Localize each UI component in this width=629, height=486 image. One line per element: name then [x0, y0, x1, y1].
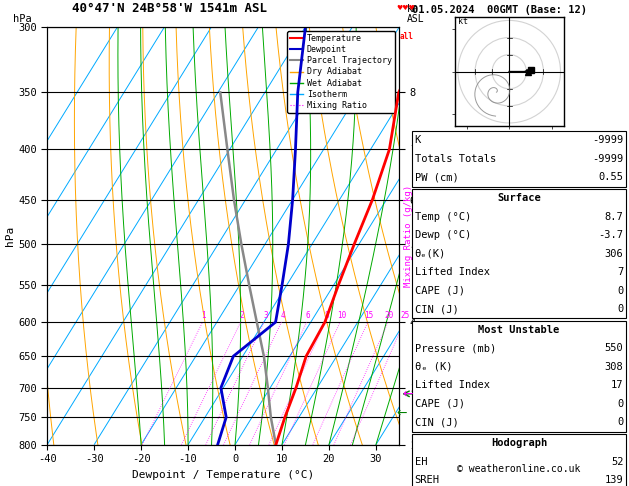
Text: Hodograph: Hodograph	[491, 438, 547, 448]
Text: km
ASL: km ASL	[407, 4, 425, 24]
Y-axis label: hPa: hPa	[5, 226, 15, 246]
Text: 306: 306	[604, 249, 623, 259]
Text: 0: 0	[617, 417, 623, 427]
Text: ←: ←	[403, 387, 413, 400]
Text: 8.7: 8.7	[604, 212, 623, 222]
Text: hPa: hPa	[13, 14, 31, 24]
Text: 6: 6	[306, 311, 310, 320]
Text: 8: 8	[325, 311, 329, 320]
Text: SREH: SREH	[415, 475, 440, 485]
Text: 0: 0	[617, 286, 623, 295]
Text: 4: 4	[281, 311, 285, 320]
Text: -3.7: -3.7	[598, 230, 623, 240]
Text: kt: kt	[458, 17, 468, 26]
Text: 0: 0	[617, 304, 623, 314]
Text: 0: 0	[617, 399, 623, 409]
Text: 10: 10	[337, 311, 346, 320]
Text: θₑ (K): θₑ (K)	[415, 362, 452, 372]
Text: Lifted Index: Lifted Index	[415, 381, 489, 390]
Text: LCL: LCL	[417, 389, 433, 399]
Text: © weatheronline.co.uk: © weatheronline.co.uk	[457, 464, 581, 474]
Legend: Temperature, Dewpoint, Parcel Trajectory, Dry Adiabat, Wet Adiabat, Isotherm, Mi: Temperature, Dewpoint, Parcel Trajectory…	[287, 31, 395, 113]
Text: 308: 308	[604, 362, 623, 372]
Text: Temp (°C): Temp (°C)	[415, 212, 470, 222]
Text: Lifted Index: Lifted Index	[415, 267, 489, 277]
Text: ←: ←	[396, 407, 407, 420]
Text: 0.55: 0.55	[598, 173, 623, 182]
Text: CIN (J): CIN (J)	[415, 304, 459, 314]
Text: -9999: -9999	[592, 154, 623, 164]
Text: 15: 15	[365, 311, 374, 320]
Text: 01.05.2024  00GMT (Base: 12): 01.05.2024 00GMT (Base: 12)	[412, 5, 587, 15]
Text: 3: 3	[263, 311, 268, 320]
Text: Mixing Ratio (g/kg): Mixing Ratio (g/kg)	[404, 185, 413, 287]
Text: CAPE (J): CAPE (J)	[415, 286, 464, 295]
Text: 139: 139	[604, 475, 623, 485]
Text: 25: 25	[401, 311, 410, 320]
Text: 20: 20	[385, 311, 394, 320]
Text: K: K	[415, 136, 421, 145]
Text: ♥♥♥: ♥♥♥	[396, 5, 415, 11]
Text: CIN (J): CIN (J)	[415, 417, 459, 427]
Text: -9999: -9999	[592, 136, 623, 145]
Text: 2: 2	[240, 311, 244, 320]
Text: Pressure (mb): Pressure (mb)	[415, 344, 496, 353]
Text: PW (cm): PW (cm)	[415, 173, 459, 182]
Text: 40°47'N 24B°58'W 1541m ASL: 40°47'N 24B°58'W 1541m ASL	[72, 1, 267, 15]
Text: θₑ(K): θₑ(K)	[415, 249, 446, 259]
Text: 52: 52	[611, 457, 623, 467]
Text: 7: 7	[617, 267, 623, 277]
Text: 1: 1	[202, 311, 206, 320]
Text: Surface: Surface	[497, 193, 541, 203]
Text: CAPE (J): CAPE (J)	[415, 399, 464, 409]
Text: EH: EH	[415, 457, 427, 467]
Text: Dewp (°C): Dewp (°C)	[415, 230, 470, 240]
Text: Most Unstable: Most Unstable	[478, 325, 560, 335]
Text: Totals Totals: Totals Totals	[415, 154, 496, 164]
Text: 550: 550	[604, 344, 623, 353]
X-axis label: Dewpoint / Temperature (°C): Dewpoint / Temperature (°C)	[132, 470, 314, 480]
Text: all: all	[399, 32, 413, 41]
Text: 17: 17	[611, 381, 623, 390]
